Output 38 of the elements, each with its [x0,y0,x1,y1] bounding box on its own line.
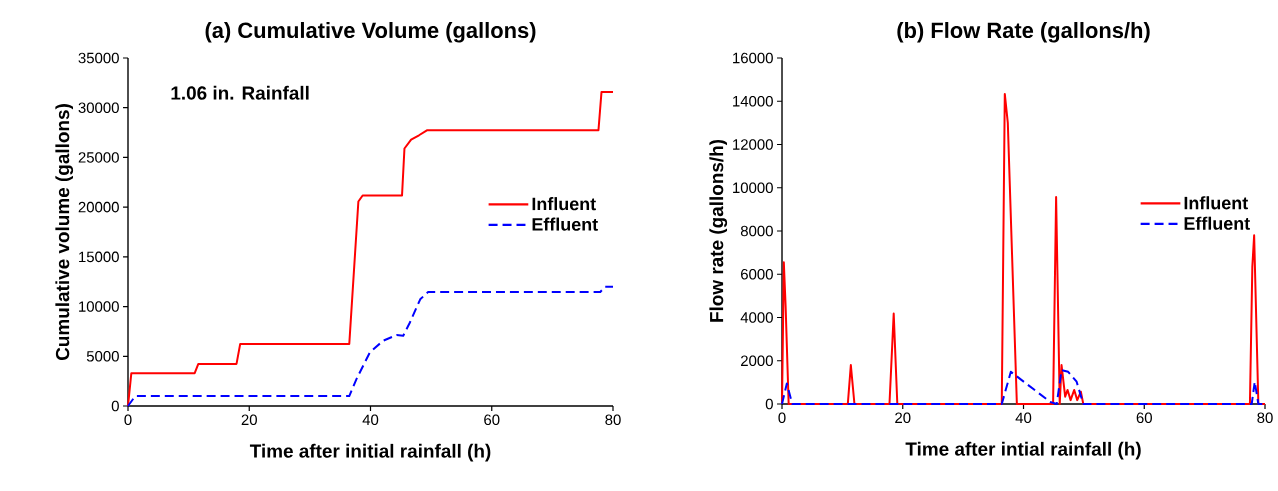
y-tick-label: 14000 [733,95,773,107]
y-axis-title: Cumulative volume (gallons) [55,104,74,361]
y-tick-label: 20000 [78,201,119,213]
y-tick-label: 5000 [86,350,119,362]
y-tick-label: 30000 [78,102,119,113]
x-tick-label: 0 [124,414,132,426]
annotation: 1.06 in. Rainfall [171,85,309,100]
legend-label: Effluent [1184,216,1250,230]
y-tick-label: 8000 [740,225,773,237]
x-tick-label: 40 [362,414,379,426]
x-tick-label: 20 [895,412,911,424]
y-tick-label: 4000 [740,312,773,323]
x-tick-label: 20 [241,414,257,426]
y-tick-label: 10000 [733,182,773,194]
y-tick-label: 35000 [78,52,119,64]
x-tick-label: 60 [484,414,500,426]
y-tick-label: 10000 [79,301,119,312]
y-tick-label: 0 [765,398,773,410]
y-tick-label: 25000 [78,152,119,163]
y-tick-label: 6000 [741,268,773,280]
y-tick-label: 16000 [733,52,773,64]
x-tick-label: 80 [1257,412,1273,424]
legend-label: Influent [1184,196,1248,210]
y-axis-title: Flow rate (gallons/h) [709,139,728,322]
legend-label: Effluent [532,217,598,231]
x-axis-title: Time after initial rainfall (h) [249,443,491,462]
chart-title: (b) Flow Rate (gallons/h) [897,21,1150,43]
legend-label: Influent [532,197,596,211]
x-tick-label: 60 [1136,412,1152,424]
x-tick-label: 40 [1015,412,1032,424]
x-tick-label: 80 [605,414,621,426]
y-tick-label: 0 [111,400,119,412]
chart-title: (a) Cumulative Volume (gallons) [205,21,536,43]
x-tick-label: 0 [778,412,786,424]
x-axis-title: Time after intial rainfall (h) [905,441,1141,460]
y-tick-label: 12000 [733,139,773,150]
y-tick-label: 2000 [741,355,773,367]
y-tick-label: 15000 [79,251,119,263]
